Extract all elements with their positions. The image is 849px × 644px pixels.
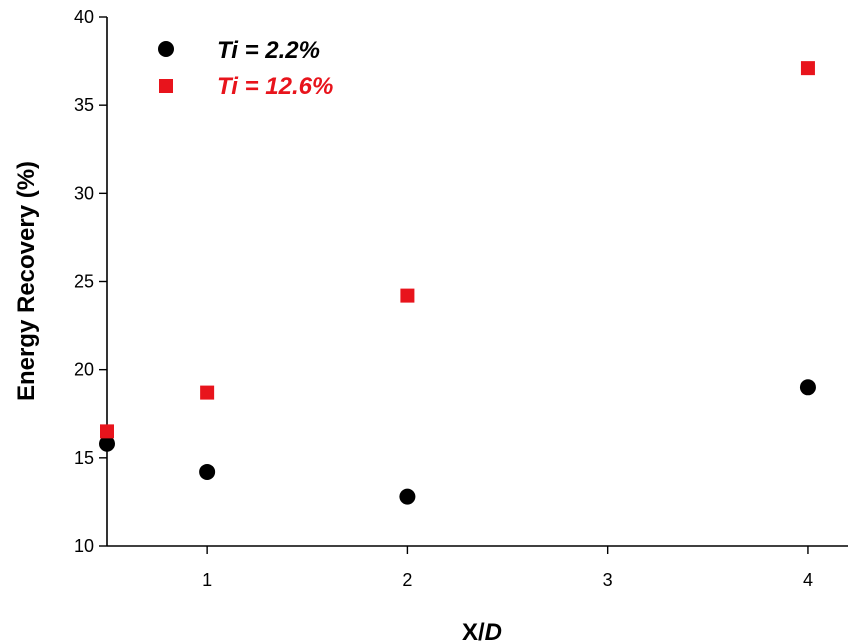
x-tick-label: 2 (402, 570, 412, 590)
y-tick-label: 40 (74, 7, 94, 27)
plot-area: 10 15 20 25 30 35 40 1 2 3 4 (74, 7, 848, 590)
data-point-square (400, 288, 415, 303)
data-point-circle (399, 488, 416, 505)
legend-label-ti-2-2: Ti = 2.2% (217, 37, 320, 64)
data-point-circle (199, 463, 216, 480)
x-tick-label: 3 (603, 570, 613, 590)
legend-marker-ti-2-2 (158, 41, 174, 57)
y-tick-label: 30 (74, 183, 94, 203)
data-points (99, 61, 816, 505)
legend-label-variable: Ti (217, 37, 239, 64)
legend-label-ti-12-6: Ti = 12.6% (217, 73, 333, 100)
legend: Ti = 2.2% Ti = 12.6% (158, 37, 333, 100)
x-axis-title-variable: D (485, 619, 502, 644)
data-point-square (800, 61, 815, 76)
y-tick-label: 25 (74, 272, 94, 292)
data-point-circle (99, 435, 115, 452)
legend-label-variable: Ti (217, 73, 239, 100)
legend-label-value: = 2.2% (238, 37, 320, 64)
x-axis-title-prefix: X/ (462, 619, 485, 644)
y-axis-title: Energy Recovery (%) (13, 161, 40, 401)
y-tick-label: 15 (74, 448, 94, 468)
data-point-square (100, 424, 114, 439)
x-tick-label: 4 (803, 570, 813, 590)
x-axis-ticks: 1 2 3 4 (202, 546, 813, 590)
series-ti-2-2 (99, 379, 816, 505)
x-tick-label: 1 (202, 570, 212, 590)
legend-marker-ti-12-6 (159, 79, 173, 93)
data-point-circle (799, 379, 816, 396)
legend-label-value: = 12.6% (238, 73, 333, 100)
data-point-square (200, 385, 215, 400)
x-axis-title: X/D (462, 619, 502, 644)
y-tick-label: 10 (74, 536, 94, 556)
y-axis-ticks: 10 15 20 25 30 35 40 (74, 7, 107, 556)
y-tick-label: 35 (74, 95, 94, 115)
y-tick-label: 20 (74, 360, 94, 380)
series-ti-12-6 (100, 61, 815, 439)
